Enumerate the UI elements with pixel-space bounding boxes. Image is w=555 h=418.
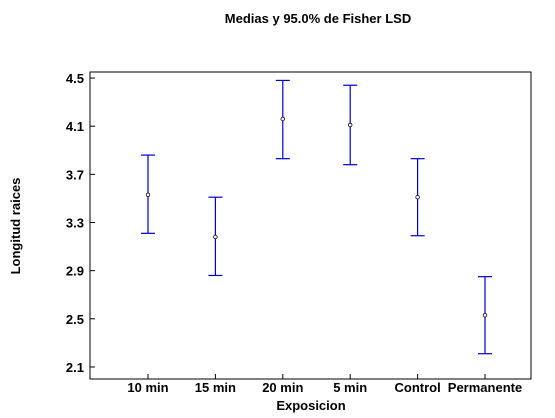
y-tick-label: 3.3 (66, 215, 84, 230)
error-bar (478, 276, 492, 355)
x-tick-label: 5 min (333, 380, 367, 395)
x-axis: 10 min 15 min 20 min 5 min Control Permanente (127, 374, 522, 395)
error-bar (141, 154, 155, 234)
error-bar (208, 196, 223, 277)
mean-point (482, 312, 488, 318)
x-tick-label: 20 min (262, 380, 303, 395)
y-tick-label: 2.1 (66, 360, 84, 375)
y-tick-label: 2.5 (66, 312, 84, 327)
x-tick-label: 15 min (195, 380, 236, 395)
chart-title: Medias y 95.0% de Fisher LSD (225, 11, 411, 26)
x-tick-label: Permanente (448, 380, 522, 395)
plot-frame (89, 71, 532, 380)
y-axis: 2.1 2.5 2.9 3.3 3.7 4.1 4.5 (66, 71, 95, 375)
error-bars (141, 79, 492, 355)
mean-point (415, 195, 420, 200)
y-axis-label: Longitud raices (8, 178, 23, 275)
y-tick-label: 4.5 (66, 71, 84, 86)
error-bar (410, 158, 425, 237)
mean-point (145, 192, 151, 197)
error-bar (275, 79, 290, 160)
x-tick-label: 10 min (127, 380, 168, 395)
x-axis-label: Exposicion (276, 398, 345, 413)
x-tick-label: Control (394, 380, 440, 395)
y-tick-label: 4.1 (66, 119, 84, 134)
mean-point (348, 122, 353, 128)
y-tick-label: 3.7 (66, 167, 84, 182)
mean-point (213, 234, 218, 240)
error-bar (343, 84, 358, 166)
mean-point (280, 116, 285, 122)
y-tick-label: 2.9 (66, 264, 84, 279)
